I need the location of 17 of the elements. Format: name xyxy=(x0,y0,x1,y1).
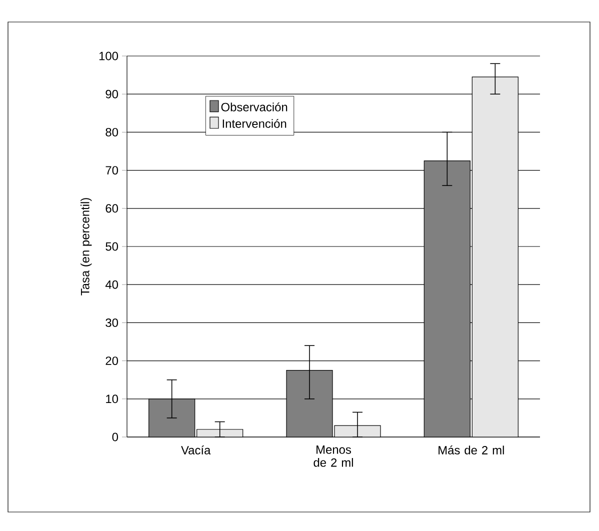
y-axis-title: Tasa (en percentil) xyxy=(80,198,92,296)
y-tick-label: 50 xyxy=(106,242,118,251)
y-tick-label: 0 xyxy=(112,432,118,442)
y-tick-label: 40 xyxy=(105,280,118,289)
y-tick-label: 60 xyxy=(106,204,118,213)
y-tick-label: 90 xyxy=(106,90,118,98)
y-tick-label: 20 xyxy=(106,356,118,366)
legend-label: Intervención xyxy=(222,118,286,128)
y-tick-label: 100 xyxy=(99,52,118,60)
y-tick-label: 10 xyxy=(106,394,118,404)
y-tick-label: 30 xyxy=(106,318,118,327)
x-tick-label: Más de 2 ml xyxy=(438,446,504,454)
y-tick-label: 70 xyxy=(106,166,118,175)
y-tick-label: 80 xyxy=(106,128,118,136)
legend-label: Observación xyxy=(221,102,288,112)
x-tick-label: Menos de 2 ml xyxy=(314,446,353,467)
x-tick-label: Vacía xyxy=(181,446,211,454)
